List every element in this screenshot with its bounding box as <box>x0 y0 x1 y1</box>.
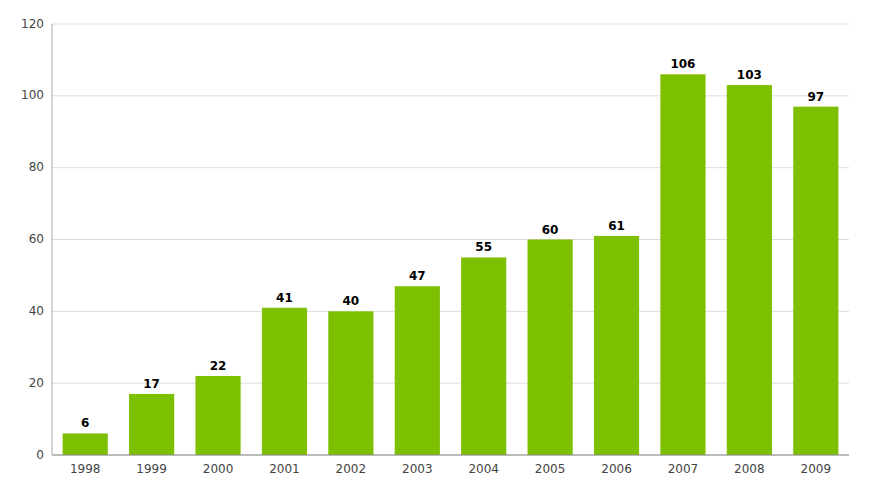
x-axis-line <box>52 455 849 456</box>
y-tick-label: 60 <box>29 232 44 246</box>
y-tick-label: 20 <box>29 376 44 390</box>
x-tick-label: 2001 <box>269 462 300 476</box>
data-label: 61 <box>608 219 625 233</box>
bar <box>594 236 639 455</box>
bar <box>727 85 772 455</box>
bar <box>129 394 174 455</box>
x-tick-label: 2003 <box>402 462 433 476</box>
bar <box>328 311 373 455</box>
data-label: 47 <box>409 269 426 283</box>
data-labels: 6 17 22 41 40 47 55 60 61 106 103 97 <box>81 57 824 430</box>
x-tick-label: 2004 <box>468 462 499 476</box>
y-tick-label: 80 <box>29 160 44 174</box>
data-label: 40 <box>343 294 360 308</box>
x-tick-label: 2006 <box>601 462 632 476</box>
y-axis: 0 20 40 60 80 100 120 <box>21 17 44 462</box>
y-tick-label: 40 <box>29 304 44 318</box>
x-tick-label: 2009 <box>801 462 832 476</box>
x-tick-label: 1998 <box>70 462 101 476</box>
grid-line <box>52 24 849 25</box>
bar <box>395 286 440 455</box>
data-label: 22 <box>210 359 227 373</box>
data-label: 103 <box>737 68 762 82</box>
x-tick-label: 2000 <box>203 462 234 476</box>
chart: 0 20 40 60 80 100 120 1998 1999 2000 2001 2002 2003 2… <box>0 0 869 495</box>
y-axis-line <box>52 24 53 455</box>
bar <box>528 240 573 456</box>
data-label: 17 <box>143 377 160 391</box>
grid <box>52 24 849 455</box>
chart-container: 0 20 40 60 80 100 120 1998 1999 2000 2001 2002 2003 2… <box>0 0 869 495</box>
x-tick-label: 2002 <box>336 462 367 476</box>
bar <box>660 74 705 455</box>
bar <box>793 107 838 455</box>
y-tick-label: 0 <box>36 448 44 462</box>
data-label: 106 <box>670 57 695 71</box>
x-tick-label: 2007 <box>668 462 699 476</box>
data-label: 55 <box>475 240 492 254</box>
bar <box>262 308 307 455</box>
bar <box>63 433 108 455</box>
grid-line <box>52 455 849 456</box>
bar <box>461 257 506 455</box>
y-tick-label: 100 <box>21 88 44 102</box>
y-tick-label: 120 <box>21 17 44 31</box>
x-axis: 1998 1999 2000 2001 2002 2003 2004 2005 2006 2007… <box>70 462 831 476</box>
data-label: 97 <box>807 90 824 104</box>
data-label: 41 <box>276 291 293 305</box>
data-label: 60 <box>542 223 559 237</box>
bars <box>63 74 839 455</box>
x-tick-label: 1999 <box>136 462 167 476</box>
bar <box>195 376 240 455</box>
data-label: 6 <box>81 416 89 430</box>
x-tick-label: 2008 <box>734 462 765 476</box>
x-tick-label: 2005 <box>535 462 566 476</box>
